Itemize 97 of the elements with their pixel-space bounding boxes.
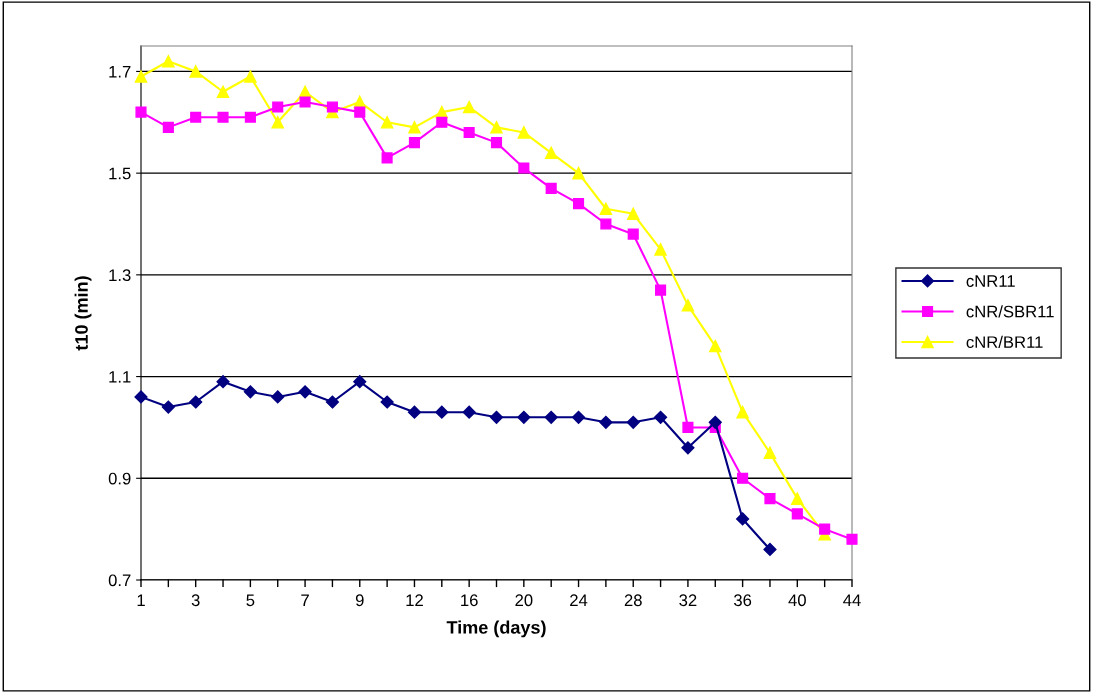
y-tick-label: 1.7	[109, 66, 131, 78]
legend-label: cNR/BR11	[966, 335, 1043, 349]
point	[626, 415, 640, 429]
x-axis-title: Time (days)	[446, 620, 546, 638]
x-tick-label: 3	[191, 594, 200, 607]
point	[600, 218, 612, 230]
point	[190, 111, 202, 123]
point	[763, 446, 777, 460]
point	[354, 106, 366, 118]
x-tick-label: 40	[788, 594, 806, 607]
point	[599, 202, 613, 215]
x-tick-label: 20	[515, 594, 533, 607]
point	[681, 299, 695, 312]
point	[736, 405, 749, 419]
point	[162, 55, 175, 68]
point	[243, 385, 257, 399]
point	[571, 410, 586, 424]
point	[517, 126, 531, 139]
point	[708, 415, 722, 429]
point	[162, 121, 174, 133]
point	[489, 410, 504, 424]
point	[462, 405, 476, 419]
point	[709, 339, 722, 353]
y-axis-title: t10 (min)	[74, 276, 92, 351]
y-tick-label: 1.1	[109, 371, 131, 383]
x-tick-label: 28	[624, 594, 642, 607]
point	[463, 126, 475, 139]
point	[681, 441, 695, 455]
point	[244, 111, 256, 123]
point	[736, 512, 750, 526]
point	[764, 493, 776, 505]
x-tick-label: 1	[137, 594, 145, 606]
point	[490, 121, 503, 134]
point	[161, 400, 175, 414]
point	[517, 410, 531, 424]
point	[655, 284, 667, 296]
point	[518, 162, 530, 174]
point	[271, 116, 284, 129]
point	[846, 533, 858, 545]
point	[435, 405, 449, 419]
y-tick-label: 1.5	[109, 167, 131, 180]
point	[737, 472, 749, 484]
point	[572, 198, 585, 210]
point	[272, 101, 284, 113]
point	[216, 375, 230, 389]
point	[189, 65, 202, 78]
point	[380, 116, 394, 129]
point	[544, 146, 558, 160]
x-tick-label: 16	[461, 594, 478, 607]
point	[599, 415, 613, 429]
point	[436, 116, 448, 128]
point	[682, 421, 694, 433]
point	[545, 182, 557, 194]
point	[572, 166, 585, 180]
point	[791, 508, 803, 520]
point	[490, 137, 503, 149]
x-tick-label: 24	[570, 594, 588, 606]
point	[299, 96, 311, 108]
point	[819, 523, 831, 535]
point	[462, 100, 476, 114]
point	[408, 137, 421, 149]
x-tick-label: 36	[733, 594, 752, 607]
point	[627, 228, 639, 240]
x-tick-label: 32	[679, 594, 697, 607]
point	[189, 395, 203, 409]
point	[791, 492, 804, 505]
point	[134, 390, 148, 404]
point	[381, 152, 393, 164]
point	[626, 207, 640, 221]
point	[244, 70, 257, 83]
point	[407, 405, 422, 419]
point	[353, 375, 367, 389]
point	[653, 410, 668, 424]
point	[325, 395, 340, 409]
point	[135, 106, 147, 118]
x-tick-label: 44	[843, 594, 861, 606]
point	[298, 385, 312, 399]
point	[134, 70, 148, 83]
point	[380, 395, 394, 409]
point	[271, 390, 285, 404]
point	[654, 243, 667, 256]
y-tick-label: 1.3	[109, 269, 131, 282]
x-tick-label: 5	[246, 594, 255, 607]
point	[217, 111, 229, 123]
legend-label: cNR/SBR11	[966, 305, 1054, 318]
point	[216, 85, 230, 99]
point	[763, 542, 777, 557]
legend-label: cNR11	[966, 275, 1015, 287]
point	[326, 101, 338, 113]
x-tick-label: 7	[301, 594, 309, 606]
point	[408, 121, 421, 134]
y-tick-label: 0.9	[108, 472, 131, 485]
x-tick-label: 12	[406, 594, 423, 606]
x-tick-label: 9	[355, 594, 364, 607]
point	[544, 410, 558, 424]
y-tick-label: 0.7	[108, 574, 131, 587]
point	[353, 95, 367, 109]
